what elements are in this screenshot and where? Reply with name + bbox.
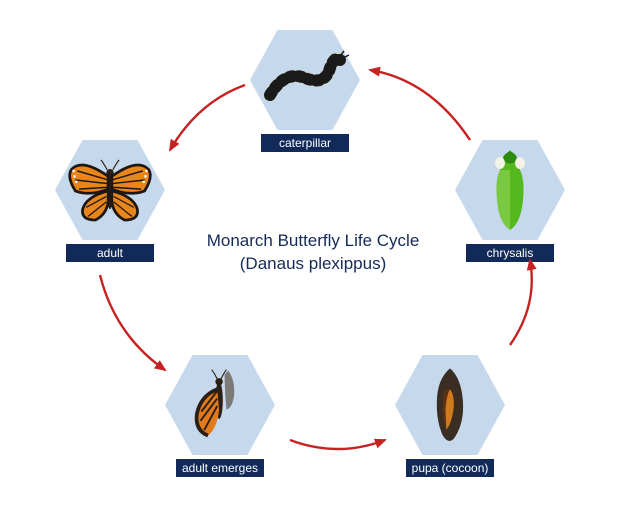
hexagon-icon <box>55 140 165 240</box>
stage-adult-emerges: adult emerges <box>165 355 275 477</box>
arrow-chrysalis-to-caterpillar <box>370 70 470 140</box>
stage-label: caterpillar <box>261 134 349 152</box>
hexagon-icon <box>165 355 275 455</box>
arrow-adult-to-emerges <box>100 275 165 370</box>
title-line2: (Danaus plexippus) <box>240 254 386 273</box>
lifecycle-diagram: Monarch Butterfly Life Cycle (Danaus ple… <box>0 0 626 520</box>
arrow-caterpillar-to-adult <box>170 85 245 150</box>
diagram-title: Monarch Butterfly Life Cycle (Danaus ple… <box>183 230 443 276</box>
hexagon-icon <box>395 355 505 455</box>
arrow-emerges-to-pupa <box>290 440 385 449</box>
stage-chrysalis: chrysalis <box>455 140 565 262</box>
arrow-pupa-to-chrysalis <box>510 260 532 345</box>
stage-label: adult <box>66 244 154 262</box>
stage-label: pupa (cocoon) <box>406 459 494 477</box>
stage-adult: adult <box>55 140 165 262</box>
hexagon-icon <box>455 140 565 240</box>
stage-label: chrysalis <box>466 244 554 262</box>
title-line1: Monarch Butterfly Life Cycle <box>207 231 420 250</box>
stage-label: adult emerges <box>176 459 264 477</box>
stage-pupa: pupa (cocoon) <box>395 355 505 477</box>
hexagon-icon <box>250 30 360 130</box>
stage-caterpillar: caterpillar <box>250 30 360 152</box>
